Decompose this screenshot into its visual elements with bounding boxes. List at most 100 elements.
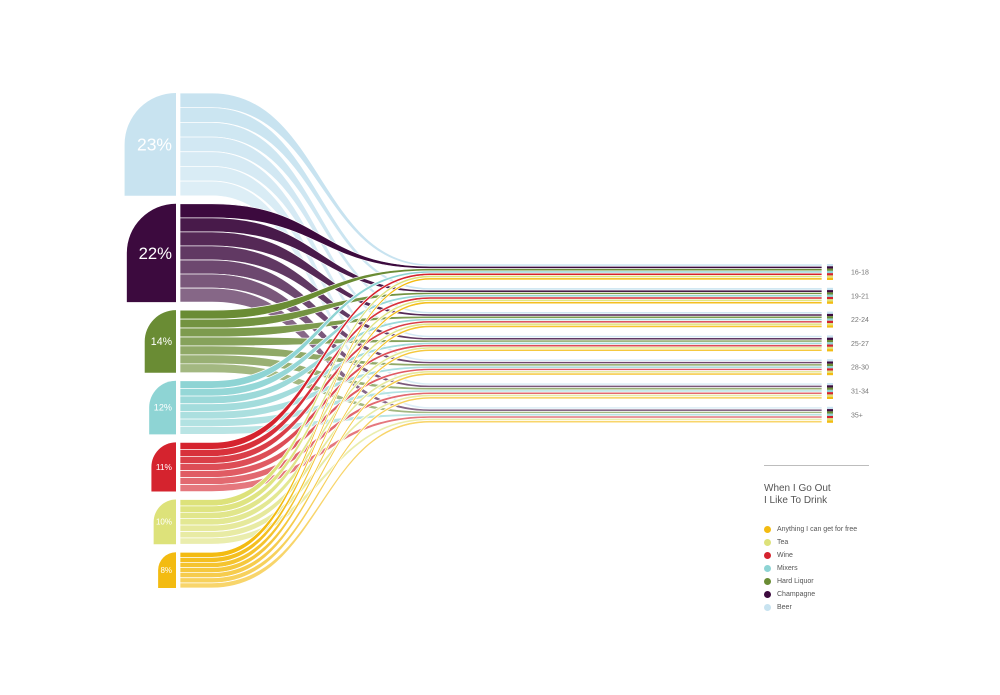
target-bar-champagne-22-24 <box>827 313 833 317</box>
target-bar-mixers-28-30 <box>827 366 833 369</box>
source-label-beer: 23% <box>137 135 172 155</box>
target-bar-wine-28-30 <box>827 368 833 371</box>
legend-item-anything-i-can-get-for-free: Anything I can get for free <box>764 523 869 536</box>
source-node-mixers <box>149 380 176 435</box>
source-node-wine <box>151 442 176 492</box>
target-bars-layer <box>822 262 833 425</box>
legend-item-champagne: Champagne <box>764 588 869 601</box>
legend-title-line-1: When I Go Out <box>764 483 831 494</box>
target-bar-wine-25-27 <box>827 344 833 347</box>
target-bar-wine-31-34 <box>827 392 833 395</box>
node-separator <box>176 91 179 590</box>
target-bar-anything-i-can-get-for-free-25-27 <box>827 349 833 352</box>
target-bar-anything-i-can-get-for-free-22-24 <box>827 325 833 328</box>
age-labels-layer: 16-18 19-21 22-24 25-27 28-30 31-34 35+ <box>851 270 869 420</box>
flow-anything-i-can-get-for-free-31-34 <box>179 396 823 584</box>
legend-dot-icon <box>764 539 771 546</box>
legend-items: Anything I can get for free Tea Wine Mixers… <box>764 523 869 614</box>
target-bar-hard-liquor-35 <box>827 411 833 414</box>
target-bar-anything-i-can-get-for-free-19-21 <box>827 301 833 304</box>
legend-label: Hard Liquor <box>777 578 814 585</box>
target-bar-beer-19-21 <box>827 287 833 291</box>
target-bar-tea-35 <box>827 418 833 421</box>
target-bar-wine-22-24 <box>827 320 833 324</box>
target-bar-beer-35 <box>827 406 833 410</box>
legend-dot-icon <box>764 526 771 533</box>
legend-dot-icon <box>764 591 771 598</box>
legend-dot-icon <box>764 565 771 572</box>
age-label-22-24: 22-24 <box>851 317 869 324</box>
target-bar-hard-liquor-28-30 <box>827 363 833 367</box>
source-label-mixers: 12% <box>154 403 172 413</box>
target-bar-hard-liquor-31-34 <box>827 387 833 390</box>
target-bar-beer-25-27 <box>827 335 833 338</box>
legend-title-line-2: I Like To Drink <box>764 495 828 506</box>
target-bar-anything-i-can-get-for-free-16-18 <box>827 277 833 280</box>
source-label-anything-i-can-get-for-free: 8% <box>160 566 172 575</box>
source-nodes-layer: 23% 22% 14% 12% 11% 10% 8% <box>124 91 179 590</box>
target-bar-wine-35 <box>827 415 833 419</box>
target-bar-anything-i-can-get-for-free-28-30 <box>827 372 833 376</box>
source-node-anything-i-can-get-for-free <box>158 552 176 588</box>
target-bar-tea-31-34 <box>827 394 833 397</box>
target-bar-anything-i-can-get-for-free-35 <box>827 420 833 423</box>
age-label-16-18: 16-18 <box>851 270 869 277</box>
target-bar-mixers-31-34 <box>827 389 833 393</box>
bar-separator <box>822 262 827 425</box>
target-bar-mixers-35 <box>827 413 833 416</box>
legend-dot-icon <box>764 578 771 585</box>
target-bar-mixers-25-27 <box>827 342 833 345</box>
age-label-28-30: 28-30 <box>851 365 869 372</box>
legend-title: When I Go Out I Like To Drink <box>764 483 869 507</box>
target-bar-beer-31-34 <box>827 383 833 386</box>
target-bar-wine-16-18 <box>827 273 833 276</box>
flows-layer <box>179 92 823 589</box>
target-bar-tea-16-18 <box>827 275 833 278</box>
target-bar-hard-liquor-19-21 <box>827 292 833 295</box>
target-bar-mixers-19-21 <box>827 294 833 297</box>
source-node-tea <box>153 499 176 545</box>
age-label-31-34: 31-34 <box>851 389 869 396</box>
legend-item-hard-liquor: Hard Liquor <box>764 575 869 588</box>
target-bar-tea-19-21 <box>827 299 833 302</box>
target-bar-champagne-25-27 <box>827 337 833 340</box>
legend-item-wine: Wine <box>764 549 869 562</box>
target-bar-wine-19-21 <box>827 296 833 300</box>
source-label-tea: 10% <box>156 518 172 527</box>
source-label-wine: 11% <box>156 462 173 472</box>
source-node-hard-liquor <box>144 310 176 373</box>
target-bar-mixers-16-18 <box>827 270 833 274</box>
target-bar-beer-28-30 <box>827 359 833 362</box>
target-bar-champagne-35 <box>827 409 833 412</box>
legend: When I Go Out I Like To Drink Anything I… <box>764 465 869 614</box>
target-bar-champagne-16-18 <box>827 266 833 269</box>
target-bar-tea-25-27 <box>827 346 833 350</box>
legend-label: Tea <box>777 539 789 546</box>
legend-label: Mixers <box>777 565 798 572</box>
target-bar-hard-liquor-22-24 <box>827 316 833 319</box>
legend-dot-icon <box>764 604 771 611</box>
source-label-hard-liquor: 14% <box>151 336 173 348</box>
source-label-champagne: 22% <box>139 244 173 263</box>
legend-dot-icon <box>764 552 771 559</box>
target-bar-mixers-22-24 <box>827 318 833 321</box>
target-bar-anything-i-can-get-for-free-31-34 <box>827 396 833 399</box>
target-bar-hard-liquor-16-18 <box>827 268 833 271</box>
target-bar-beer-22-24 <box>827 311 833 314</box>
target-bar-beer-16-18 <box>827 264 833 267</box>
legend-label: Anything I can get for free <box>777 526 858 533</box>
legend-item-beer: Beer <box>764 601 869 614</box>
target-bar-champagne-28-30 <box>827 361 833 364</box>
target-bar-tea-28-30 <box>827 370 833 373</box>
target-bar-champagne-19-21 <box>827 290 833 293</box>
target-bar-hard-liquor-25-27 <box>827 339 833 343</box>
source-node-champagne <box>126 203 176 303</box>
legend-label: Champagne <box>777 591 816 598</box>
legend-item-tea: Tea <box>764 536 869 549</box>
legend-label: Wine <box>777 552 793 559</box>
target-bar-champagne-31-34 <box>827 385 833 388</box>
legend-divider <box>764 465 869 466</box>
source-node-beer <box>124 93 176 196</box>
age-label-25-27: 25-27 <box>851 341 869 348</box>
